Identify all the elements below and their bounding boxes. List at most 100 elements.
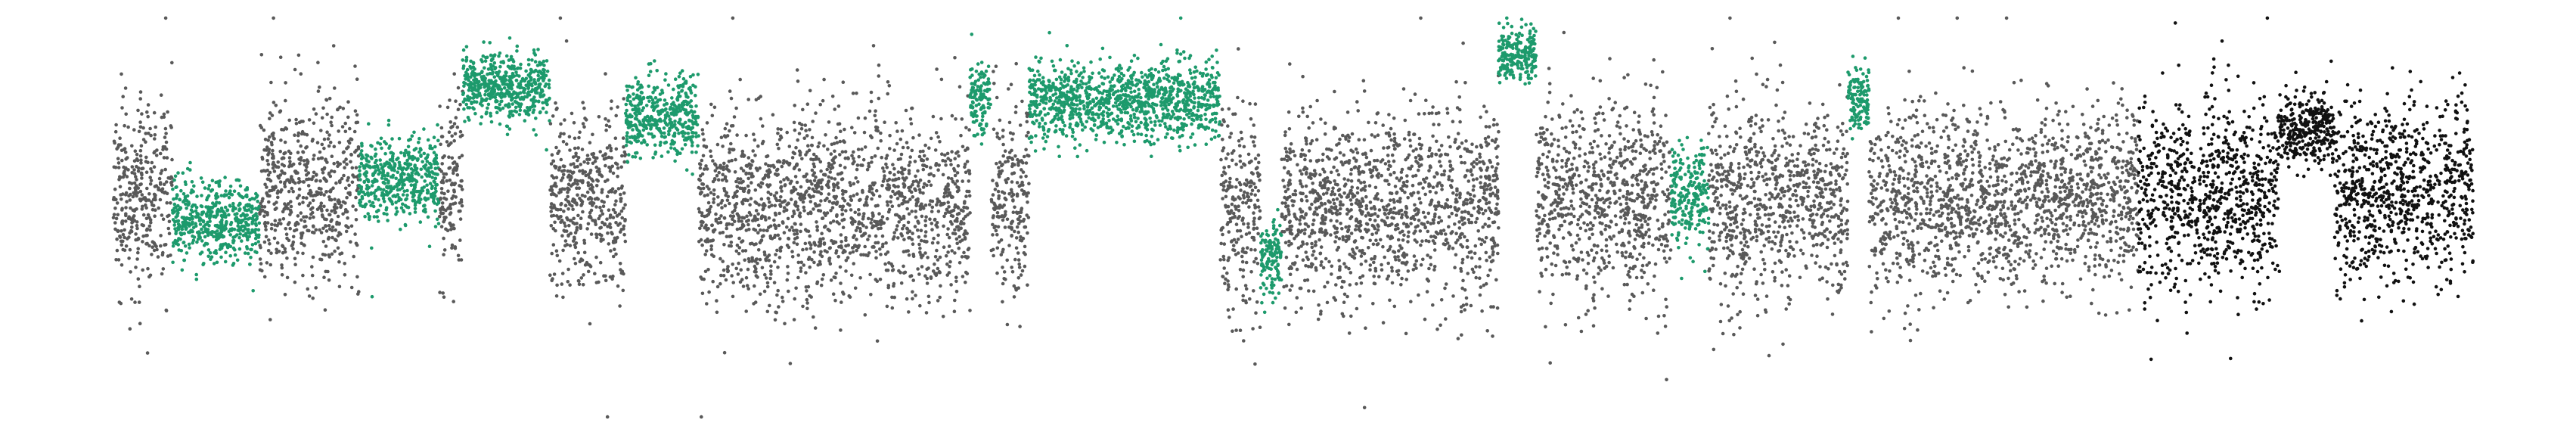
scatter-point [118, 185, 123, 189]
scatter-point [573, 256, 576, 261]
scatter-point [625, 160, 630, 164]
scatter-point [656, 110, 660, 113]
scatter-point [468, 64, 472, 69]
scatter-point [248, 216, 252, 220]
scatter-point [354, 218, 358, 222]
scatter-point [144, 170, 149, 174]
scatter-point [308, 201, 312, 205]
scatter-point [764, 218, 768, 222]
scatter-point [148, 126, 152, 131]
scatter-point [797, 149, 802, 154]
scatter-point [114, 216, 119, 221]
scatter-point [610, 187, 615, 191]
scatter-point [256, 207, 260, 212]
scatter-point [576, 156, 581, 160]
scatter-point [541, 106, 545, 110]
scatter-point [826, 148, 830, 151]
scatter-point [756, 248, 761, 252]
scatter-point [749, 197, 753, 200]
scatter-point [607, 190, 611, 194]
scatter-point [268, 111, 272, 115]
scatter-point [750, 256, 754, 260]
scatter-point [344, 229, 349, 234]
scatter-point [775, 142, 780, 147]
scatter-point [356, 292, 360, 296]
scatter-point [296, 250, 299, 255]
scatter-point [251, 289, 256, 293]
scatter-point [709, 102, 713, 107]
scatter-point [567, 135, 572, 138]
scatter-point [396, 198, 401, 203]
scatter-point [625, 140, 629, 144]
scatter-point [215, 213, 219, 217]
scatter-point [728, 89, 732, 93]
scatter-point [718, 281, 722, 286]
scatter-point [729, 124, 734, 128]
scatter-point [881, 166, 885, 170]
scatter-point [547, 85, 551, 90]
scatter-point [663, 131, 666, 135]
scatter-point [425, 155, 430, 160]
scatter-point [955, 241, 959, 246]
scatter-point [526, 106, 529, 110]
scatter-point [399, 206, 404, 210]
scatter-point [689, 138, 693, 142]
scatter-point [551, 191, 555, 195]
scatter-point [589, 232, 594, 236]
scatter-point [256, 240, 261, 244]
scatter-point [676, 95, 680, 99]
scatter-point [393, 185, 397, 189]
scatter-point [557, 259, 562, 263]
scatter-point [145, 186, 149, 191]
scatter-point [489, 120, 494, 124]
scatter-point [704, 249, 709, 253]
scatter-point [288, 208, 293, 213]
scatter-point [743, 258, 746, 263]
scatter-point [121, 232, 126, 237]
scatter-point [150, 203, 154, 207]
scatter-point [333, 197, 337, 201]
scatter-point [507, 114, 511, 118]
scatter-point [278, 149, 283, 154]
scatter-point [146, 266, 150, 271]
scatter-point [245, 208, 249, 213]
scatter-point [209, 206, 213, 210]
scatter-point [577, 135, 581, 140]
scatter-point [777, 223, 781, 228]
scatter-point [551, 114, 555, 118]
scatter-point [244, 193, 249, 197]
scatter-point [744, 171, 748, 176]
scatter-point [343, 210, 348, 214]
scatter-point [835, 200, 840, 204]
scatter-point [750, 160, 755, 163]
scatter-point [522, 90, 526, 94]
scatter-point [429, 163, 433, 166]
scatter-point [965, 160, 970, 163]
scatter-point [171, 187, 175, 191]
scatter-point [611, 241, 616, 244]
scatter-point [464, 102, 468, 107]
scatter-point [477, 92, 481, 96]
scatter-point [554, 207, 559, 212]
scatter-point [216, 195, 220, 199]
scatter-point [327, 253, 331, 257]
scatter-point [667, 129, 671, 133]
scatter-point [324, 217, 328, 222]
scatter-point [618, 304, 622, 308]
scatter-point [320, 156, 324, 160]
scatter-point [209, 189, 213, 193]
scatter-point [598, 226, 602, 230]
scatter-point [349, 224, 354, 228]
scatter-point [332, 169, 337, 174]
scatter-point [300, 231, 305, 235]
scatter-point [411, 157, 414, 162]
scatter-point [817, 190, 821, 194]
scatter-point [777, 237, 782, 241]
scatter-point [591, 155, 596, 159]
scatter-point [848, 204, 852, 207]
scatter-point [274, 185, 278, 188]
scatter-point [179, 232, 184, 237]
scatter-point [381, 171, 385, 176]
scatter-point [749, 213, 753, 217]
